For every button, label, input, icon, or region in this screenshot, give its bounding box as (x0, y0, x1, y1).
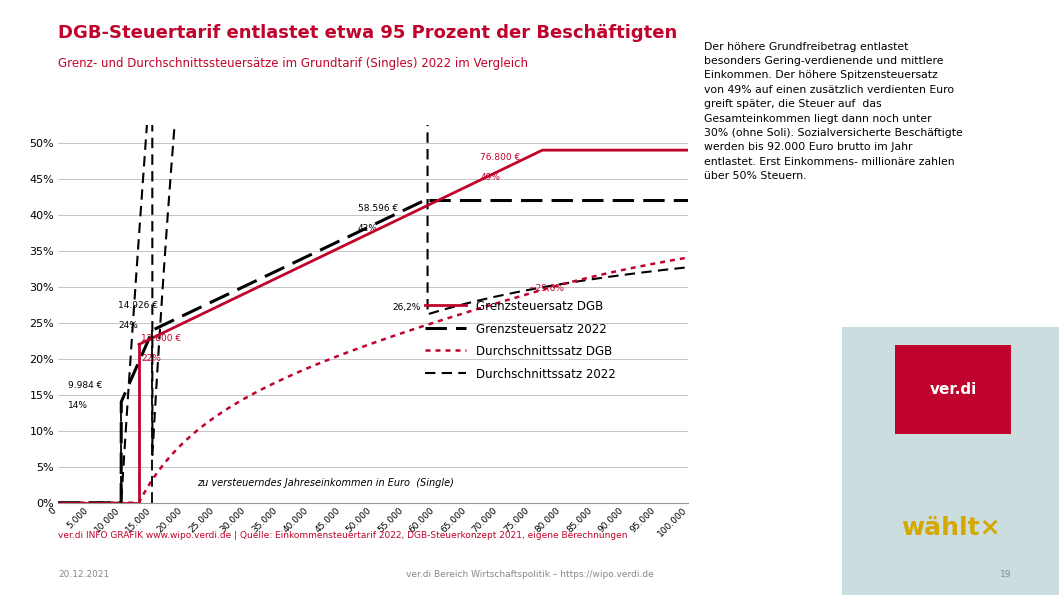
Text: 20.12.2021: 20.12.2021 (58, 570, 109, 579)
Text: Grenz- und Durchschnittssteuersätze im Grundtarif (Singles) 2022 im Vergleich: Grenz- und Durchschnittssteuersätze im G… (58, 57, 528, 70)
Text: ver.di INFO GRAFIK www.wipo.verdi.de | Quelle: Einkommensteuertarif 2022, DGB-St: ver.di INFO GRAFIK www.wipo.verdi.de | Q… (58, 531, 628, 540)
Text: ~29,6%: ~29,6% (527, 284, 563, 293)
Text: 24%: 24% (119, 321, 138, 330)
Text: 12.800 €: 12.800 € (142, 334, 181, 343)
Text: 42%: 42% (358, 224, 377, 233)
Text: 76.800 €: 76.800 € (481, 154, 521, 162)
Text: 9.984 €: 9.984 € (68, 381, 102, 390)
Text: 26,2%: 26,2% (392, 303, 420, 312)
Text: 58.596 €: 58.596 € (358, 203, 398, 213)
Text: ver.di Bereich Wirtschaftspolitik – https://wipo.verdi.de: ver.di Bereich Wirtschaftspolitik – http… (406, 570, 653, 579)
Text: DGB-Steuertarif entlastet etwa 95 Prozent der Beschäftigten: DGB-Steuertarif entlastet etwa 95 Prozen… (58, 24, 678, 42)
Text: 49%: 49% (481, 173, 501, 182)
Text: zu versteuerndes Jahreseinkommen in Euro  (Single): zu versteuerndes Jahreseinkommen in Euro… (197, 478, 453, 488)
Legend: Grenzsteuersatz DGB, Grenzsteuersatz 2022, Durchschnittssatz DGB, Durchschnittss: Grenzsteuersatz DGB, Grenzsteuersatz 202… (420, 295, 621, 386)
Text: 14%: 14% (68, 400, 88, 409)
Text: 19: 19 (1000, 570, 1011, 579)
Text: 14.926 €: 14.926 € (119, 301, 158, 310)
Text: 22%: 22% (142, 354, 161, 363)
Text: ver.di: ver.di (930, 382, 976, 397)
Text: wählt×: wählt× (900, 516, 1001, 540)
Text: Der höhere Grundfreibetrag entlastet
besonders Gering-verdienende und mittlere
E: Der höhere Grundfreibetrag entlastet bes… (704, 42, 963, 181)
